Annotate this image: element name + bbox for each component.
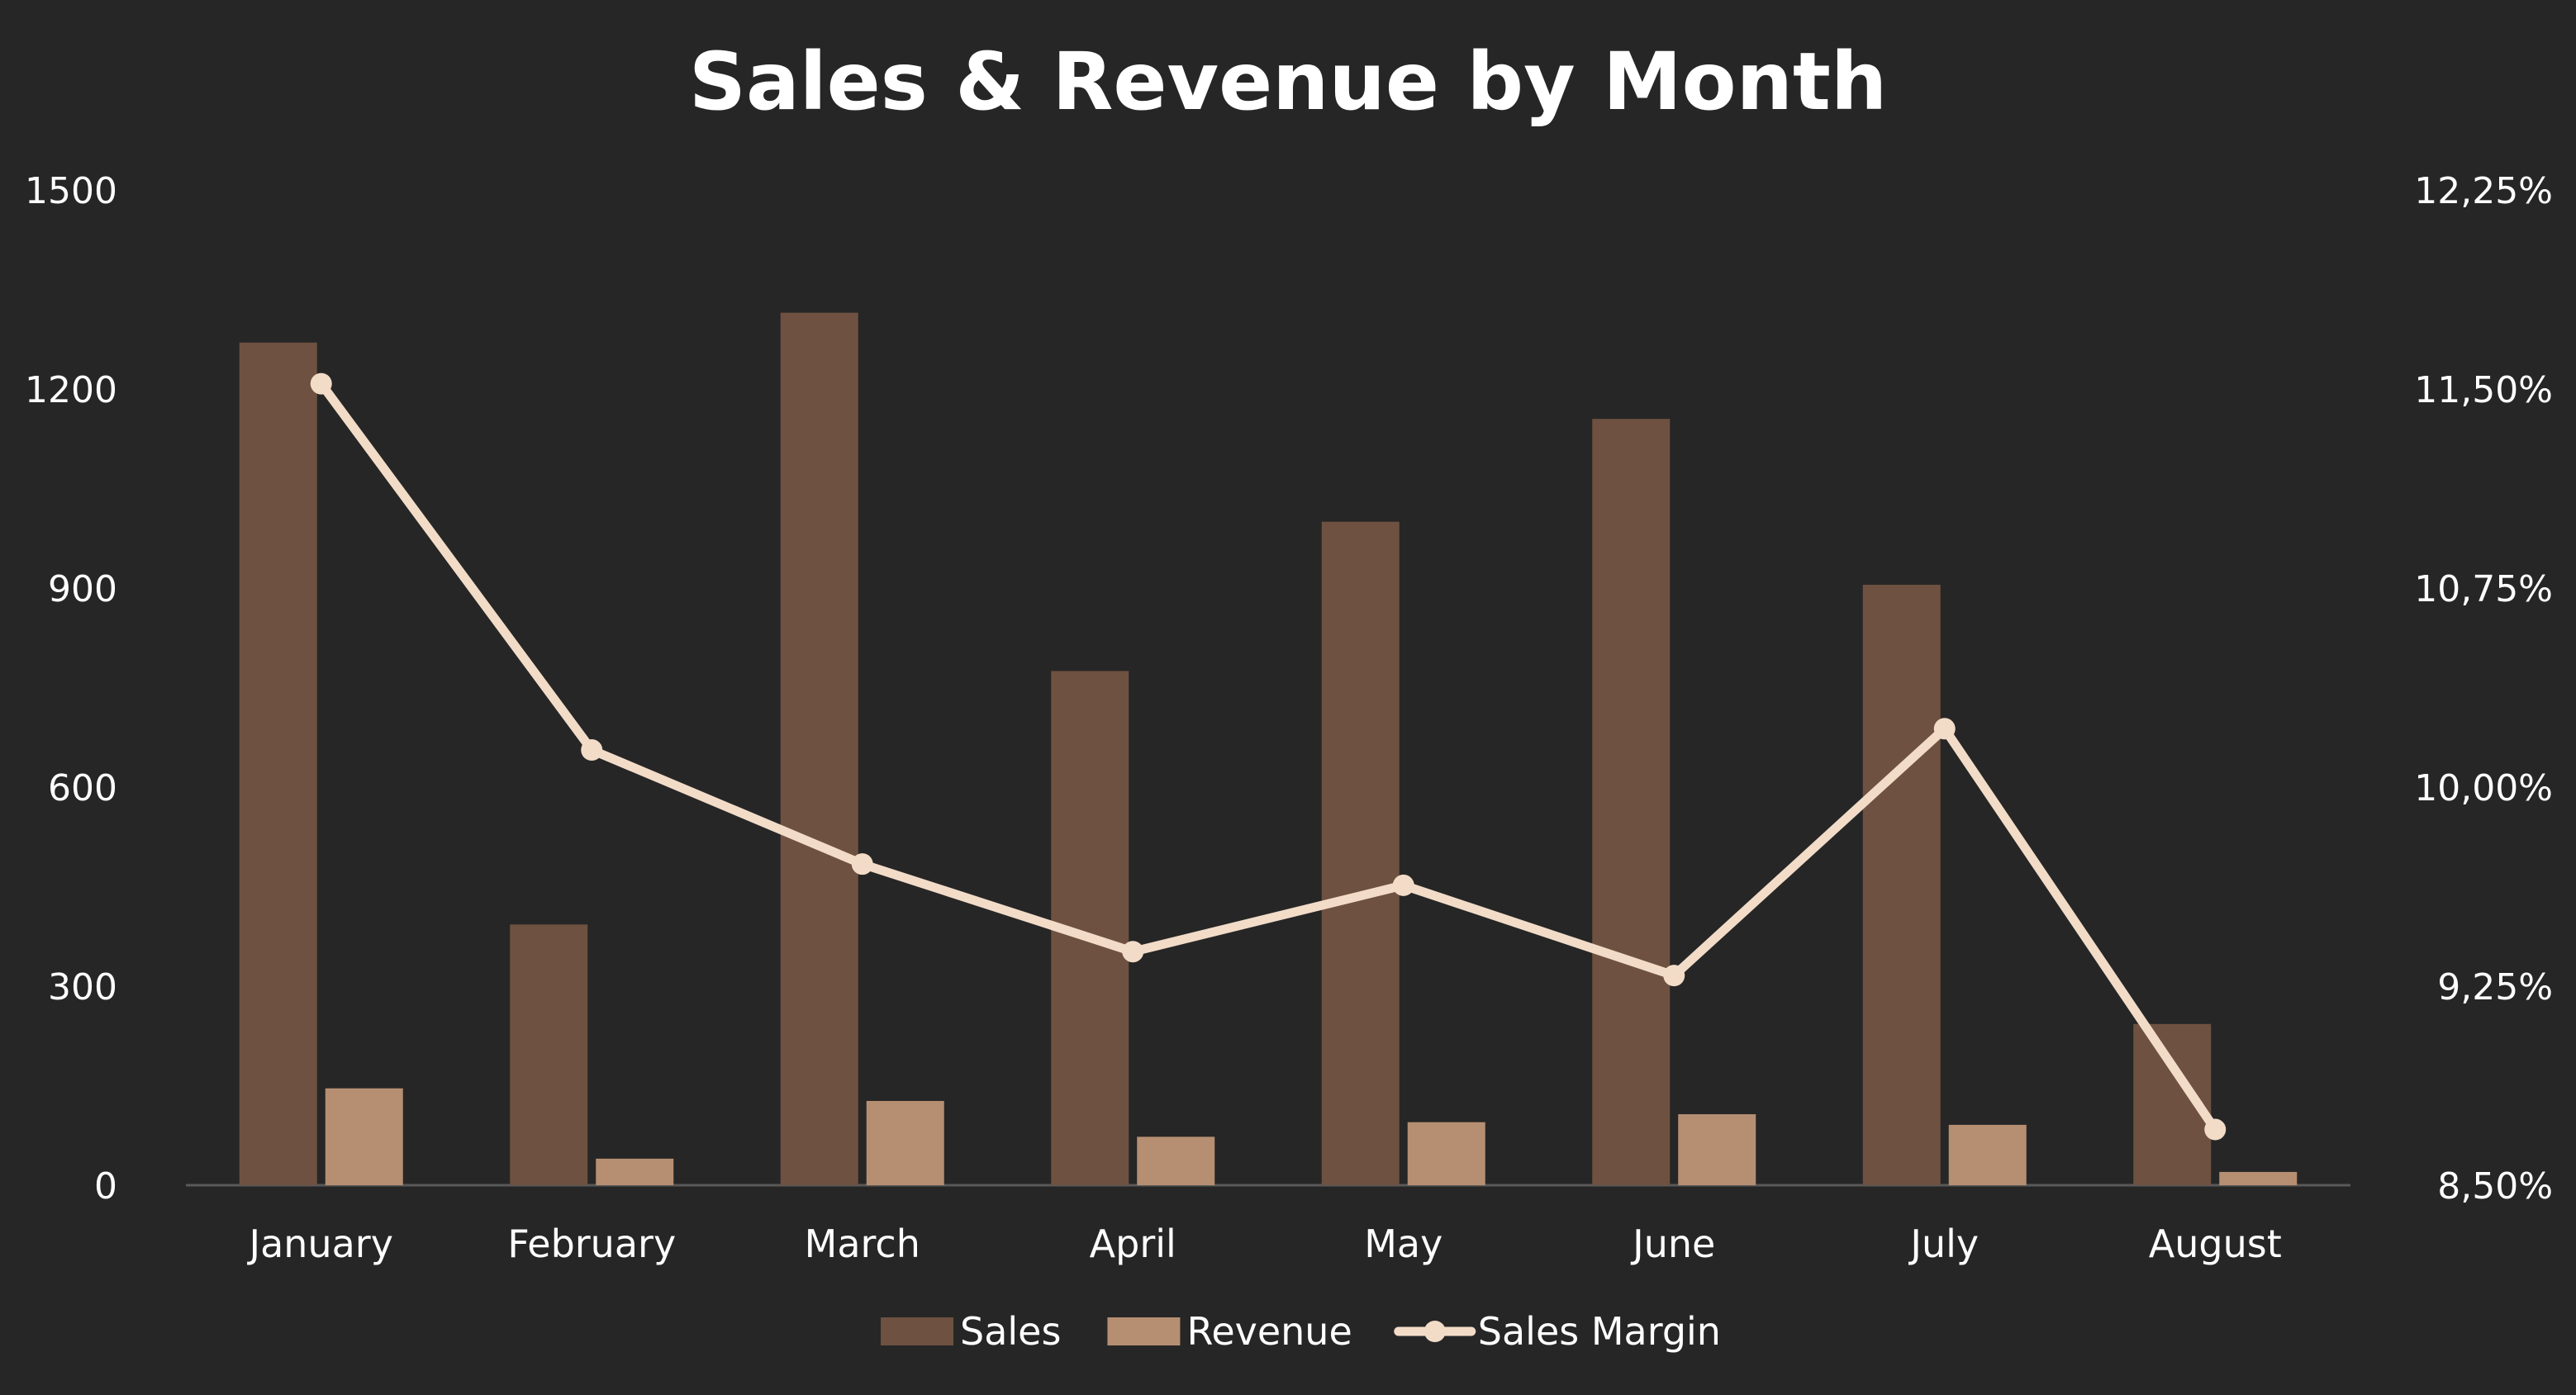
left-tick-label: 1200 (25, 369, 117, 411)
line-series-group (310, 372, 2227, 1141)
right-tick-label: 10,75% (2414, 568, 2553, 610)
category-label: June (1630, 1222, 1715, 1266)
left-tick-label: 900 (48, 568, 117, 610)
bar-revenue (1137, 1136, 1215, 1185)
right-tick-label: 9,25% (2437, 966, 2553, 1008)
line-point (2204, 1118, 2227, 1141)
line-point (310, 372, 332, 395)
legend: Sales Revenue Sales Margin (881, 1309, 1721, 1354)
left-tick-label: 600 (48, 767, 117, 809)
bar-sales (239, 342, 317, 1185)
category-label: January (247, 1222, 393, 1266)
left-tick-label: 0 (94, 1165, 117, 1208)
right-tick-label: 10,00% (2414, 767, 2553, 809)
right-axis-ticks: 8,50% 9,25% 10,00% 10,75% 11,50% 12,25% (2414, 170, 2553, 1208)
line-point (851, 853, 873, 875)
right-tick-label: 8,50% (2437, 1165, 2553, 1208)
legend-label: Sales (960, 1309, 1061, 1354)
left-tick-label: 1500 (25, 170, 117, 212)
line-point (1663, 965, 1685, 987)
bars-group (239, 312, 2298, 1185)
category-label: April (1090, 1222, 1176, 1266)
line-point (1122, 941, 1144, 963)
bar-revenue (325, 1088, 403, 1185)
legend-label: Revenue (1186, 1309, 1352, 1354)
bar-sales (510, 924, 588, 1185)
legend-swatch-marker (1423, 1321, 1446, 1342)
bar-sales (1592, 419, 1671, 1185)
line-point (581, 739, 603, 762)
legend-swatch-sales (881, 1317, 953, 1345)
right-tick-label: 12,25% (2414, 170, 2553, 212)
bar-revenue (1678, 1114, 1756, 1185)
category-label: August (2149, 1222, 2282, 1266)
line-point (1933, 718, 1956, 740)
category-labels: January February March April May June July Augu… (247, 1222, 2282, 1266)
line-sales-margin (316, 379, 2220, 1135)
legend-swatch-revenue (1107, 1317, 1181, 1345)
category-label: February (507, 1222, 676, 1266)
bar-sales (1321, 521, 1400, 1185)
legend-label: Sales Margin (1478, 1309, 1721, 1354)
bar-revenue (596, 1158, 674, 1185)
left-axis-ticks: 0 300 600 900 1200 1500 (25, 170, 117, 1208)
category-label: July (1908, 1222, 1979, 1266)
line-point (1392, 874, 1414, 896)
bar-sales (780, 312, 858, 1185)
bar-revenue (1948, 1124, 2027, 1185)
bar-revenue (866, 1100, 944, 1185)
right-tick-label: 11,50% (2414, 369, 2553, 411)
bar-sales (1862, 584, 1941, 1185)
left-tick-label: 300 (48, 966, 117, 1008)
category-label: March (805, 1222, 920, 1266)
bar-revenue (1407, 1122, 1485, 1185)
category-label: May (1364, 1222, 1442, 1266)
bar-revenue (2219, 1171, 2298, 1185)
chart-title: Sales & Revenue by Month (689, 36, 1887, 128)
